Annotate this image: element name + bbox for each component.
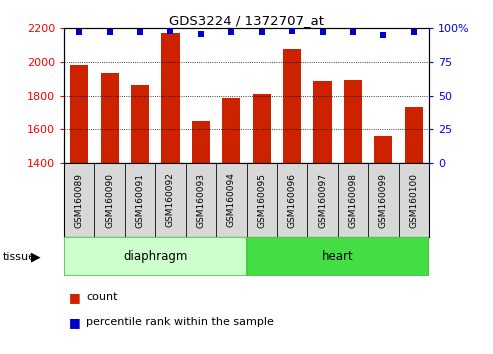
Bar (101, 73, 119, 163)
FancyBboxPatch shape (368, 163, 398, 237)
FancyBboxPatch shape (398, 163, 429, 237)
Bar (222, 98, 241, 163)
Text: GSM160093: GSM160093 (196, 172, 206, 228)
Bar (314, 81, 332, 163)
Text: ■: ■ (69, 291, 81, 304)
Text: GSM160097: GSM160097 (318, 172, 327, 228)
FancyBboxPatch shape (125, 163, 155, 237)
Text: GSM160096: GSM160096 (287, 172, 297, 228)
Text: tissue: tissue (2, 252, 35, 262)
FancyBboxPatch shape (155, 163, 186, 237)
Bar (283, 49, 301, 163)
Text: GSM160092: GSM160092 (166, 172, 175, 228)
Text: GSM160090: GSM160090 (105, 172, 114, 228)
Text: GSM160089: GSM160089 (75, 172, 84, 228)
FancyBboxPatch shape (307, 163, 338, 237)
Bar (344, 80, 362, 163)
Text: GSM160094: GSM160094 (227, 172, 236, 228)
FancyBboxPatch shape (216, 163, 246, 237)
FancyBboxPatch shape (64, 163, 95, 237)
Text: ■: ■ (69, 316, 81, 329)
FancyBboxPatch shape (64, 237, 246, 276)
Text: diaphragm: diaphragm (123, 250, 187, 263)
Text: GSM160095: GSM160095 (257, 172, 266, 228)
FancyBboxPatch shape (246, 163, 277, 237)
Title: GDS3224 / 1372707_at: GDS3224 / 1372707_at (169, 14, 324, 27)
FancyBboxPatch shape (338, 163, 368, 237)
Text: count: count (86, 292, 118, 302)
Bar (131, 85, 149, 163)
Bar (252, 94, 271, 163)
Text: ▶: ▶ (31, 250, 40, 263)
FancyBboxPatch shape (186, 163, 216, 237)
Text: GSM160098: GSM160098 (349, 172, 357, 228)
FancyBboxPatch shape (277, 163, 307, 237)
Text: GSM160091: GSM160091 (136, 172, 144, 228)
Bar (70, 65, 88, 163)
Text: GSM160099: GSM160099 (379, 172, 388, 228)
FancyBboxPatch shape (246, 237, 429, 276)
FancyBboxPatch shape (95, 163, 125, 237)
Text: heart: heart (322, 250, 353, 263)
Bar (192, 121, 210, 163)
Text: percentile rank within the sample: percentile rank within the sample (86, 317, 274, 327)
Text: GSM160100: GSM160100 (409, 172, 418, 228)
Bar (374, 136, 392, 163)
Bar (405, 107, 423, 163)
Bar (161, 33, 179, 163)
